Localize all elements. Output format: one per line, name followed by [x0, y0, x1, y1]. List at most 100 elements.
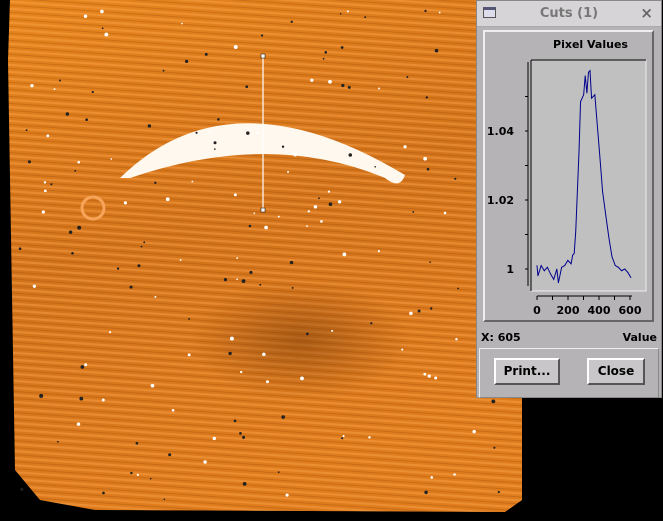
image-speck — [377, 250, 380, 253]
data-point — [589, 70, 591, 72]
close-icon[interactable]: × — [640, 4, 653, 22]
image-speck — [306, 225, 308, 228]
image-speck — [43, 189, 47, 193]
image-speck — [236, 257, 239, 260]
image-speck — [129, 285, 133, 289]
image-speck — [212, 436, 216, 441]
image-speck — [101, 27, 104, 30]
image-speck — [246, 131, 250, 135]
image-speck — [289, 260, 294, 265]
cuts-titlebar[interactable]: Cuts (1) × — [477, 1, 661, 27]
data-point — [624, 268, 626, 270]
image-speck — [453, 473, 456, 476]
image-speck — [85, 118, 88, 122]
image-speck — [239, 431, 242, 435]
image-speck — [109, 331, 112, 334]
image-speck — [265, 380, 269, 384]
image-speck — [56, 440, 59, 443]
image-speck — [150, 383, 155, 388]
data-point — [608, 237, 610, 239]
data-point — [595, 113, 597, 115]
image-speck — [135, 441, 139, 445]
image-speck — [195, 131, 198, 134]
image-speck — [30, 84, 34, 88]
image-speck — [104, 32, 109, 37]
image-speck — [337, 200, 342, 204]
image-speck — [65, 112, 70, 116]
chart-title: Pixel Values — [553, 38, 628, 51]
image-speck — [71, 251, 74, 255]
image-speck — [74, 169, 77, 172]
image-speck — [214, 148, 216, 150]
data-point — [536, 265, 538, 266]
image-speck — [424, 490, 428, 495]
image-speck — [424, 9, 427, 13]
data-point — [573, 253, 575, 254]
cuts-window: Cuts (1) × Pixel Values 1 1.02 1.04 0 200 400 6… — [476, 0, 662, 398]
image-speck — [149, 477, 152, 480]
image-speck — [80, 365, 85, 369]
data-point — [578, 151, 580, 153]
print-button[interactable]: Print... — [494, 358, 560, 385]
close-button[interactable]: Close — [587, 358, 645, 385]
image-speck — [136, 473, 139, 476]
image-speck — [434, 48, 439, 53]
image-speck — [348, 153, 353, 157]
image-speck — [328, 79, 332, 84]
image-speck — [368, 436, 371, 439]
image-speck — [233, 419, 237, 423]
image-speck — [253, 212, 256, 214]
cut-handle-top — [260, 53, 266, 59]
data-point — [605, 215, 607, 216]
image-speck — [181, 22, 183, 25]
data-point — [572, 254, 574, 256]
image-speck — [409, 311, 413, 316]
image-speck — [423, 156, 427, 161]
image-speck — [313, 205, 318, 209]
data-point — [564, 265, 566, 266]
image-speck — [102, 491, 105, 495]
data-point — [586, 92, 588, 94]
image-speck — [39, 393, 44, 398]
image-speck — [217, 118, 220, 121]
image-speck — [281, 145, 285, 148]
image-speck — [68, 230, 73, 234]
data-point — [591, 97, 592, 99]
image-speck — [137, 264, 141, 268]
image-speck — [130, 471, 133, 475]
image-speck — [341, 437, 344, 440]
image-speck — [425, 96, 429, 99]
image-speck — [184, 59, 189, 63]
image-speck — [228, 351, 232, 356]
image-speck — [493, 446, 496, 449]
image-speck — [412, 211, 415, 213]
data-point — [617, 266, 619, 268]
plot-frame: Pixel Values 1 1.02 1.04 0 200 400 600 — [483, 30, 654, 322]
image-speck — [213, 141, 217, 145]
image-speck — [438, 11, 441, 14]
data-point — [611, 256, 613, 258]
image-speck — [291, 286, 294, 289]
y-tick-label: 1.02 — [487, 194, 514, 207]
data-point — [599, 151, 600, 153]
image-speck — [260, 34, 264, 37]
data-point — [556, 268, 558, 270]
image-speck — [236, 278, 238, 281]
image-speck — [340, 46, 344, 49]
image-speck — [328, 202, 333, 207]
image-speck — [18, 247, 22, 251]
data-point — [583, 94, 585, 96]
data-point — [588, 71, 589, 73]
image-speck — [59, 79, 62, 82]
image-speck — [423, 372, 427, 376]
image-speck — [277, 215, 280, 218]
image-speck — [364, 16, 367, 19]
x-tick-label: 600 — [619, 304, 642, 317]
window-title: Cuts (1) — [539, 6, 599, 21]
window-menu-icon[interactable] — [483, 7, 496, 18]
image-speck — [300, 376, 304, 381]
data-point — [546, 266, 548, 268]
image-speck — [84, 363, 88, 367]
image-speck — [223, 278, 228, 282]
image-speck — [110, 158, 113, 160]
